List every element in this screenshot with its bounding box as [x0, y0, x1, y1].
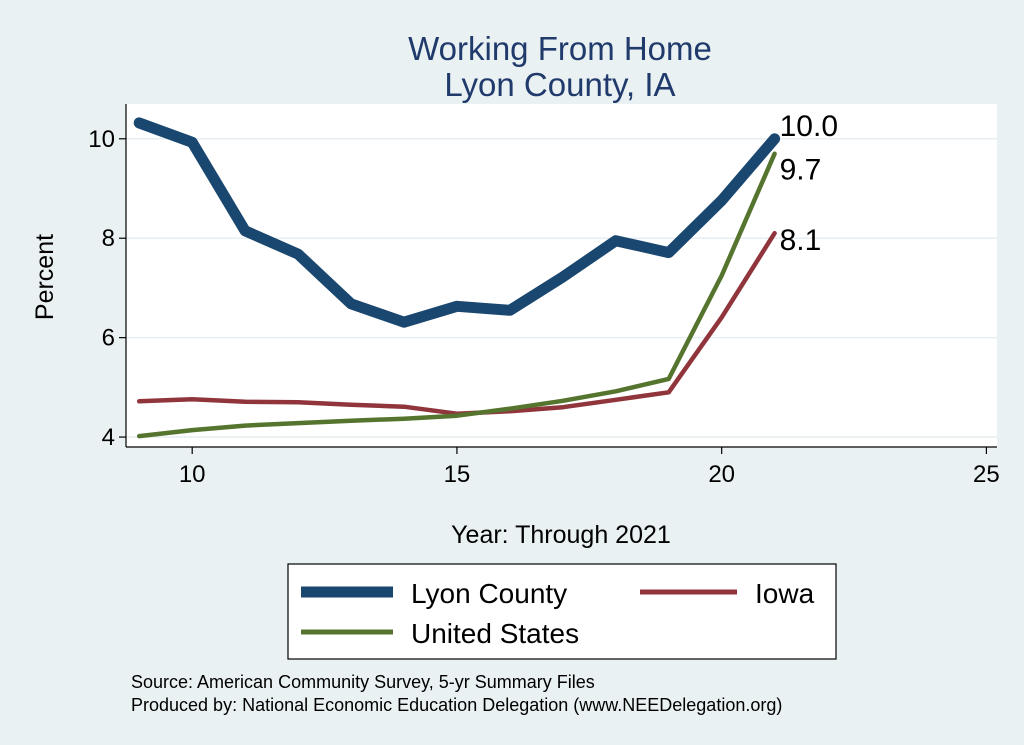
x-tick-label-25: 25 — [973, 461, 1000, 488]
series-lines — [133, 117, 781, 439]
y-axis-label: Percent — [31, 234, 59, 320]
end-label-iowa: 8.1 — [780, 224, 822, 257]
chart-title-line-1: Working From Home — [408, 30, 712, 67]
legend-label-lyon-county: Lyon County — [411, 578, 567, 609]
legend-label-iowa: Iowa — [755, 578, 815, 609]
produced-by-note: Produced by: National Economic Education… — [131, 695, 782, 715]
end-label-united-states: 9.7 — [780, 154, 822, 187]
x-tick-label-20: 20 — [708, 461, 735, 488]
y-ticks: 4 6 8 10 — [88, 126, 126, 451]
y-tick-label-8: 8 — [102, 225, 115, 252]
x-axis-label: Year: Through 2021 — [451, 521, 671, 549]
series-line-lyon-county — [133, 117, 781, 328]
end-label-lyon-county: 10.0 — [780, 110, 838, 143]
legend-box — [287, 563, 837, 660]
y-tick-label-10: 10 — [88, 126, 115, 153]
legend: Lyon County Iowa United States — [287, 563, 837, 660]
x-tick-label-15: 15 — [444, 461, 471, 488]
x-ticks: 10 15 20 25 — [179, 447, 1000, 488]
y-tick-label-6: 6 — [102, 325, 115, 352]
legend-label-united-states: United States — [411, 618, 579, 649]
y-tick-label-4: 4 — [102, 424, 115, 451]
chart-title-line-2: Lyon County, IA — [444, 66, 675, 103]
end-labels: 10.0 8.1 9.7 — [780, 110, 838, 257]
source-note: Source: American Community Survey, 5-yr … — [131, 672, 595, 692]
x-tick-label-10: 10 — [179, 461, 206, 488]
series-line-united-states — [136, 151, 777, 439]
